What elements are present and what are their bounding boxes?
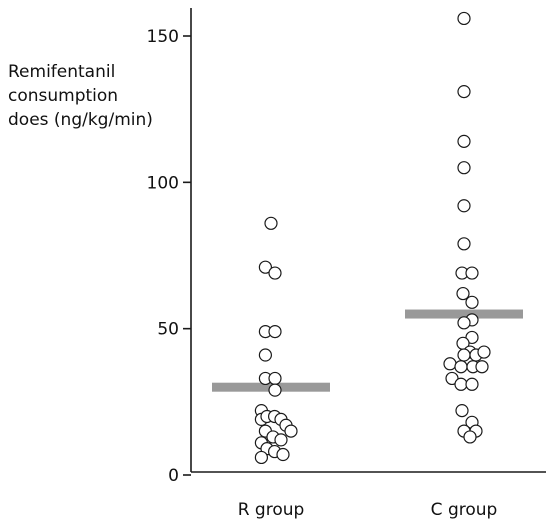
data-point xyxy=(264,216,278,230)
data-point xyxy=(457,134,471,148)
axes xyxy=(190,8,546,473)
category-label: C group xyxy=(431,500,498,520)
y-ticks: 0 50 100 150 xyxy=(147,27,191,486)
data-point xyxy=(455,404,469,418)
data-point xyxy=(457,348,471,362)
data-point xyxy=(457,316,471,330)
y-axis-label: Remifentanil consumption does (ng/kg/min… xyxy=(8,62,153,130)
y-tick-label: 0 xyxy=(168,466,179,486)
y-tick-label: 150 xyxy=(147,27,179,47)
data-point xyxy=(268,383,282,397)
data-point xyxy=(258,260,272,274)
data-point xyxy=(454,377,468,391)
data-point xyxy=(284,424,298,438)
mean-bar xyxy=(405,309,523,319)
data-point xyxy=(457,237,471,251)
y-tick-label: 50 xyxy=(157,320,179,340)
y-axis-label-line-3: does (ng/kg/min) xyxy=(8,110,153,130)
data-point xyxy=(457,161,471,175)
data-point xyxy=(475,360,489,374)
y-axis-label-line-2: consumption xyxy=(8,86,118,106)
data-point xyxy=(465,295,479,309)
data-point xyxy=(457,11,471,26)
data-point xyxy=(276,447,290,462)
data-point xyxy=(443,357,457,371)
data-point xyxy=(268,266,282,280)
data-points xyxy=(254,11,491,465)
data-point xyxy=(454,360,468,374)
data-point xyxy=(268,324,282,339)
y-axis-label-line-1: Remifentanil xyxy=(8,62,115,82)
data-point xyxy=(456,286,470,301)
data-point xyxy=(258,348,272,362)
data-point xyxy=(254,450,268,465)
category-label: R group xyxy=(238,500,305,520)
data-point xyxy=(274,433,288,447)
data-point xyxy=(477,345,491,359)
data-point xyxy=(465,377,479,391)
data-point xyxy=(268,371,282,386)
category-labels: R group C group xyxy=(238,500,498,520)
data-point xyxy=(463,430,477,444)
data-point xyxy=(457,85,471,99)
y-tick-label: 100 xyxy=(147,173,179,193)
data-point xyxy=(457,199,471,213)
data-point xyxy=(465,266,479,280)
